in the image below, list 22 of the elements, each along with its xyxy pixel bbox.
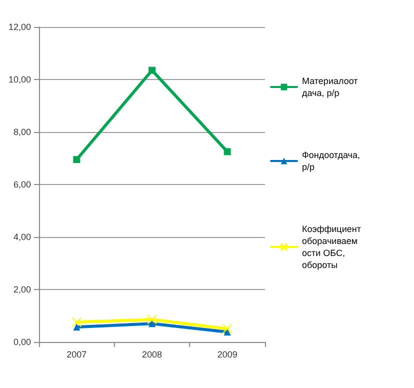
y-tick-label: 0,00	[13, 337, 31, 347]
point	[148, 66, 156, 74]
point	[73, 324, 80, 331]
y-tick-label: 2,00	[13, 284, 31, 294]
y-tick-label: 12,00	[8, 22, 31, 32]
point	[222, 324, 232, 334]
legend-label: Фондоотдача, р/р	[302, 150, 362, 172]
y-tick-label: 4,00	[13, 232, 31, 242]
x-tick-label: 2009	[217, 350, 238, 360]
x-tick-label: 2008	[142, 350, 162, 360]
legend-label: Коэффициент оборачиваемости ОБС, обороты	[302, 224, 364, 270]
point	[73, 156, 80, 164]
point	[147, 314, 157, 324]
point	[72, 317, 82, 328]
y-tick-label: 8,00	[13, 127, 31, 137]
point	[148, 320, 156, 328]
point	[224, 148, 231, 156]
point	[224, 328, 231, 336]
y-tick-label: 10,00	[8, 74, 31, 84]
y-tick-label: 6,00	[13, 180, 31, 190]
legend-label: Материалоотдача, р/р	[302, 76, 358, 98]
x-tick-label: 2007	[66, 350, 87, 360]
